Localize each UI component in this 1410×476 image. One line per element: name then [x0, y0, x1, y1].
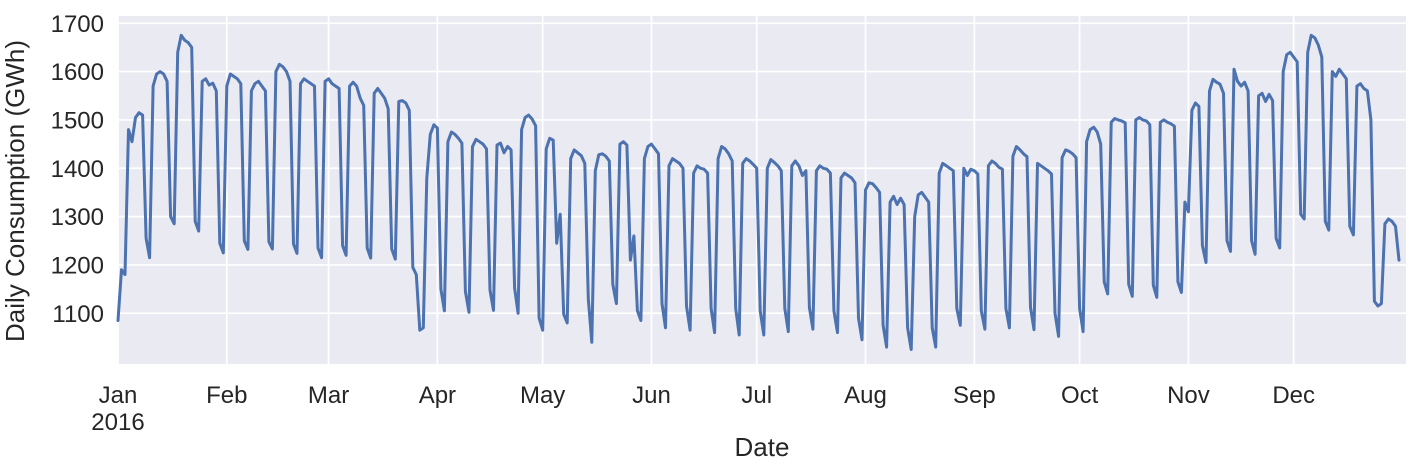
x-axis-label: Date	[735, 432, 790, 462]
x-tick-label-feb: Feb	[206, 382, 247, 409]
x-tick-label-sep: Sep	[953, 382, 996, 409]
x-tick-label-oct: Oct	[1061, 382, 1099, 409]
x-tick-label-nov: Nov	[1167, 382, 1210, 409]
y-tick-label-1600: 1600	[51, 59, 104, 86]
x-tick-year-label: 2016	[91, 409, 144, 436]
y-tick-label-1400: 1400	[51, 156, 104, 183]
plot-area	[118, 16, 1406, 364]
y-axis-label: Daily Consumption (GWh)	[0, 40, 30, 342]
x-tick-label-aug: Aug	[844, 382, 887, 409]
x-tick-label-dec: Dec	[1272, 382, 1315, 409]
x-tick-label-jul: Jul	[741, 382, 772, 409]
x-tick-label-jun: Jun	[632, 382, 671, 409]
x-tick-label-jan: Jan	[99, 382, 138, 409]
x-tick-label-mar: Mar	[308, 382, 349, 409]
x-tick-label-apr: Apr	[419, 382, 456, 409]
y-tick-label-1500: 1500	[51, 107, 104, 134]
y-tick-label-1200: 1200	[51, 252, 104, 279]
y-tick-label-1100: 1100	[52, 301, 104, 328]
y-tick-label-1700: 1700	[51, 11, 104, 38]
x-tick-label-may: May	[520, 382, 565, 409]
y-tick-label-1300: 1300	[51, 204, 104, 231]
daily-consumption-line	[116, 33, 1401, 351]
